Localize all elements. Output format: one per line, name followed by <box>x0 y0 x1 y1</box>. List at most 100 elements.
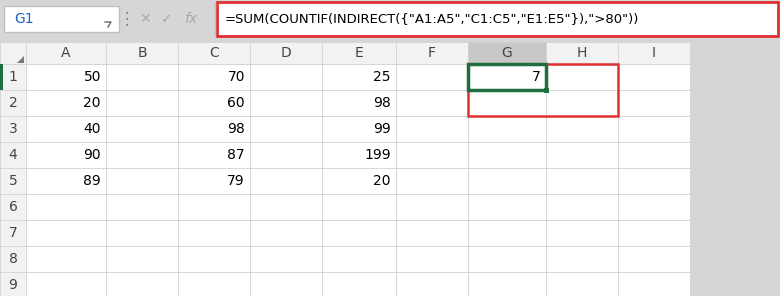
Bar <box>546 194 618 220</box>
Bar <box>106 272 178 296</box>
Bar <box>250 64 322 90</box>
Bar <box>26 168 106 194</box>
Bar <box>546 116 618 142</box>
Text: G1: G1 <box>14 12 34 26</box>
Bar <box>618 194 690 220</box>
Bar <box>106 64 178 90</box>
Text: 98: 98 <box>374 96 391 110</box>
Text: 5: 5 <box>9 174 17 188</box>
Bar <box>546 90 618 116</box>
Bar <box>468 246 546 272</box>
Bar <box>106 90 178 116</box>
Bar <box>322 142 396 168</box>
Text: E: E <box>355 46 363 60</box>
Bar <box>0 246 26 272</box>
Text: ✓: ✓ <box>161 12 173 26</box>
Bar <box>618 90 690 116</box>
Bar <box>4 6 119 32</box>
Bar <box>468 90 546 116</box>
Text: ✕: ✕ <box>139 12 151 26</box>
Bar <box>322 116 396 142</box>
Text: G: G <box>502 46 512 60</box>
Bar <box>106 42 178 64</box>
Bar <box>250 272 322 296</box>
Bar <box>618 168 690 194</box>
Bar <box>544 88 549 93</box>
Bar <box>0 0 780 38</box>
Bar <box>0 116 26 142</box>
Bar <box>250 246 322 272</box>
Bar <box>250 194 322 220</box>
Text: 2: 2 <box>9 96 17 110</box>
Text: I: I <box>652 46 656 60</box>
Bar <box>322 90 396 116</box>
Bar <box>178 246 250 272</box>
Bar <box>468 64 546 90</box>
Bar <box>546 220 618 246</box>
Bar <box>0 142 26 168</box>
Bar <box>178 116 250 142</box>
Bar <box>217 2 778 36</box>
Bar <box>468 272 546 296</box>
Bar <box>396 272 468 296</box>
Bar <box>178 64 250 90</box>
Bar <box>178 42 250 64</box>
Text: 9: 9 <box>9 278 17 292</box>
Bar <box>178 168 250 194</box>
Bar <box>322 168 396 194</box>
Text: =SUM(COUNTIF(INDIRECT({"A1:A5","C1:C5","E1:E5"}),">80")): =SUM(COUNTIF(INDIRECT({"A1:A5","C1:C5","… <box>225 12 640 25</box>
Bar <box>396 142 468 168</box>
Text: 8: 8 <box>9 252 17 266</box>
Bar <box>0 42 26 64</box>
Bar <box>396 64 468 90</box>
Bar <box>322 64 396 90</box>
Bar <box>250 168 322 194</box>
Bar <box>0 272 26 296</box>
Bar <box>618 272 690 296</box>
Bar <box>26 246 106 272</box>
Bar <box>0 220 26 246</box>
Polygon shape <box>17 56 24 63</box>
Text: C: C <box>209 46 219 60</box>
Bar <box>546 64 618 90</box>
Text: 1: 1 <box>9 70 17 84</box>
Text: 98: 98 <box>227 122 245 136</box>
Bar <box>618 116 690 142</box>
Bar <box>396 116 468 142</box>
Bar <box>106 116 178 142</box>
Bar <box>546 142 618 168</box>
Bar <box>26 116 106 142</box>
Bar <box>178 272 250 296</box>
Bar <box>618 142 690 168</box>
Text: 20: 20 <box>83 96 101 110</box>
Bar <box>26 64 106 90</box>
Text: 20: 20 <box>374 174 391 188</box>
Bar <box>26 194 106 220</box>
Bar <box>468 64 618 116</box>
Bar <box>396 168 468 194</box>
Bar <box>0 194 26 220</box>
Bar <box>546 42 618 64</box>
Text: 89: 89 <box>83 174 101 188</box>
Bar <box>106 246 178 272</box>
Text: 79: 79 <box>228 174 245 188</box>
Text: 60: 60 <box>228 96 245 110</box>
Bar <box>106 194 178 220</box>
Bar <box>322 246 396 272</box>
Text: 7: 7 <box>9 226 17 240</box>
Bar <box>546 272 618 296</box>
Text: 87: 87 <box>228 148 245 162</box>
Bar <box>26 90 106 116</box>
Bar <box>396 246 468 272</box>
Bar <box>396 220 468 246</box>
Bar <box>468 64 546 90</box>
Text: 199: 199 <box>364 148 391 162</box>
Bar <box>250 142 322 168</box>
Bar <box>26 42 106 64</box>
Bar <box>178 90 250 116</box>
Bar <box>468 142 546 168</box>
Bar <box>250 90 322 116</box>
Bar <box>396 90 468 116</box>
Bar <box>106 220 178 246</box>
Text: D: D <box>281 46 292 60</box>
